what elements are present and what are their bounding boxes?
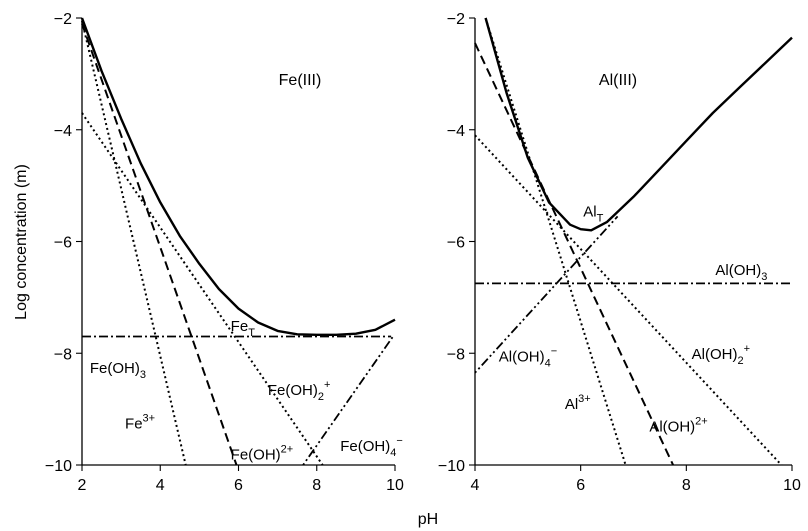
al-x-tick-label: 6 — [576, 477, 585, 494]
al-series-al-t-line — [484, 17, 793, 232]
fe-series-fe-oh-2-line — [81, 23, 238, 466]
fe-3plus-label: Fe3+ — [125, 413, 155, 433]
al-panel: Al(III) 4 6 8 10 −10 −8 −6 −4 −2 AlT Al(OH)3 Al(… — [438, 11, 801, 494]
fe-oh2-plus-label: Fe(OH)2+ — [268, 379, 331, 403]
al-oh2-plus-label: Al(OH)2+ — [692, 343, 750, 367]
al-y-tick-label: −8 — [447, 346, 465, 363]
fe-y-tick-label: −10 — [45, 458, 72, 475]
fe-y-tick-label: −8 — [54, 346, 72, 363]
fe-oh3-label: Fe(OH)3 — [90, 360, 146, 381]
fe-series-group — [80, 17, 396, 466]
fe-series-fe-oh-2-dihydroxo-line — [81, 112, 324, 466]
al-x-tick-label: 8 — [682, 477, 691, 494]
fe-series-fe-t-line — [80, 17, 396, 336]
fe-series-fe3-line — [81, 20, 187, 466]
al-series-al-oh-4-line — [474, 215, 619, 374]
fe-x-tick-label: 2 — [78, 477, 87, 494]
fe-oh-2plus-label: Fe(OH)2+ — [231, 443, 294, 463]
fe-panel-title: Fe(III) — [279, 72, 322, 89]
al-series-al-oh-2-dihydroxo-line — [474, 134, 783, 466]
y-axis-title: Log concentration (m) — [13, 164, 30, 320]
al-x-tick-label: 4 — [471, 477, 480, 494]
al-x-tick-label: 10 — [783, 477, 801, 494]
al-oh4-minus-label: Al(OH)4− — [499, 346, 557, 370]
fe-y-tick-label: −2 — [54, 11, 72, 28]
fe-x-tick-label: 10 — [386, 477, 404, 494]
al-y-tick-label: −6 — [447, 235, 465, 252]
x-axis-title: pH — [418, 511, 438, 528]
al-oh-2plus-label: Al(OH)2+ — [649, 415, 707, 435]
al-3plus-label: Al3+ — [565, 393, 591, 413]
fe-x-tick-label: 6 — [234, 477, 243, 494]
fe-y-tick-label: −6 — [54, 235, 72, 252]
al-species-labels: AlT Al(OH)3 Al(OH)4− Al(OH)2+ Al3+ Al(OH… — [499, 203, 768, 435]
al-panel-title: Al(III) — [599, 72, 637, 89]
fe-axis-ticks: 2 4 6 8 10 −10 −8 −6 −4 −2 — [45, 11, 404, 494]
fe-t-label: FeT — [231, 318, 256, 339]
al-t-label: AlT — [583, 203, 603, 224]
al-series-group — [474, 17, 793, 466]
al-series-al-oh-2-line — [474, 42, 675, 466]
fe-panel: Fe(III) 2 4 6 8 10 −10 −8 −6 −4 −2 FeT Fe(OH)3 Fe… — [45, 11, 404, 494]
fe-x-tick-label: 4 — [156, 477, 165, 494]
al-y-tick-label: −4 — [447, 123, 465, 140]
al-series-al3-line — [484, 17, 627, 466]
fe-oh4-minus-label: Fe(OH)4− — [340, 435, 403, 459]
al-axis-ticks: 4 6 8 10 −10 −8 −6 −4 −2 — [438, 11, 801, 494]
fe-x-tick-label: 8 — [312, 477, 321, 494]
al-oh3-label: Al(OH)3 — [715, 262, 767, 283]
fe-series-fe-oh-4-line — [302, 335, 394, 466]
al-y-tick-label: −10 — [438, 458, 465, 475]
fe-species-labels: FeT Fe(OH)3 Fe(OH)2+ Fe3+ Fe(OH)2+ Fe(OH… — [90, 318, 403, 464]
al-y-tick-label: −2 — [447, 11, 465, 28]
fe-y-tick-label: −4 — [54, 123, 72, 140]
